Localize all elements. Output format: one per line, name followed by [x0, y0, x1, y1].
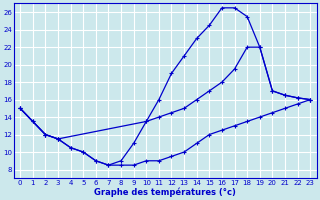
X-axis label: Graphe des températures (°c): Graphe des températures (°c): [94, 187, 236, 197]
